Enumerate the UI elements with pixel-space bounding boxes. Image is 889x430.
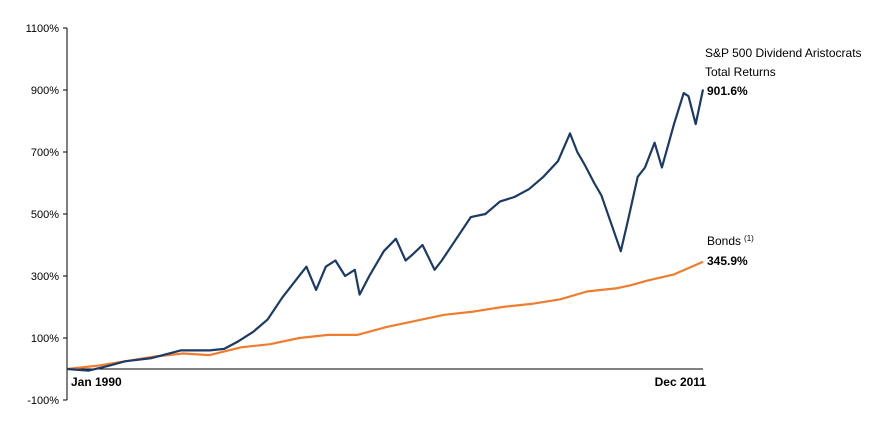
aristocrats-label-line2: Total Returns [705,65,776,79]
y-tick-label: 1100% [26,23,60,35]
y-tick-label: -100% [27,395,59,407]
aristocrats-end-value: 901.6% [707,84,748,98]
aristocrats-line [66,89,705,372]
series-lines [66,89,705,372]
bonds-footnote: (1) [744,234,754,243]
x-axis: Jan 1990 Dec 2011 [67,368,707,389]
bonds-name: Bonds [707,234,741,248]
bonds-label: Bonds (1) [707,234,754,248]
bonds-end-value: 345.9% [707,254,748,268]
y-tick-label: 900% [31,85,59,97]
y-tick-label: 300% [31,271,59,283]
x-tick-label-end: Dec 2011 [655,375,707,389]
aristocrats-label-line1: S&P 500 Dividend Aristocrats [705,46,862,60]
y-tick-label: 700% [31,147,59,159]
y-axis: -100% 100% 300% 500% 700% 900% 1100% [26,23,68,407]
y-tick-label: 500% [31,209,59,221]
x-tick-label-start: Jan 1990 [71,375,122,389]
bonds-line [66,260,704,371]
y-tick-label: 100% [31,333,59,345]
